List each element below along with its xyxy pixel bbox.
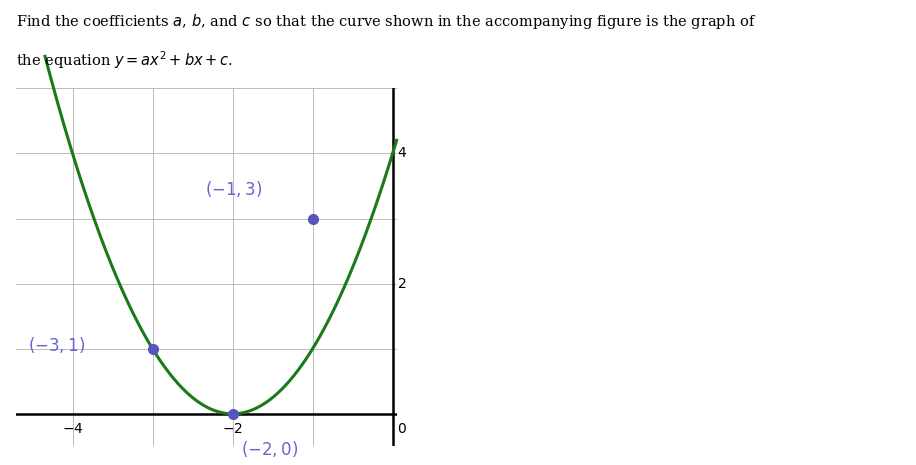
Text: $(-1, 3)$: $(-1, 3)$ [204,179,262,199]
Text: Find the coefficients $a$, $b$, and $c$ so that the curve shown in the accompany: Find the coefficients $a$, $b$, and $c$ … [16,12,757,31]
Text: $(-3, 1)$: $(-3, 1)$ [28,335,86,356]
Text: $4$: $4$ [398,146,408,160]
Text: $0$: $0$ [397,422,407,436]
Text: $-2$: $-2$ [222,422,243,436]
Text: $-4$: $-4$ [61,422,83,436]
Text: $(-2, 0)$: $(-2, 0)$ [241,438,298,458]
Text: $2$: $2$ [398,277,407,291]
Text: the equation $y = ax^2 + bx + c$.: the equation $y = ax^2 + bx + c$. [16,49,234,71]
